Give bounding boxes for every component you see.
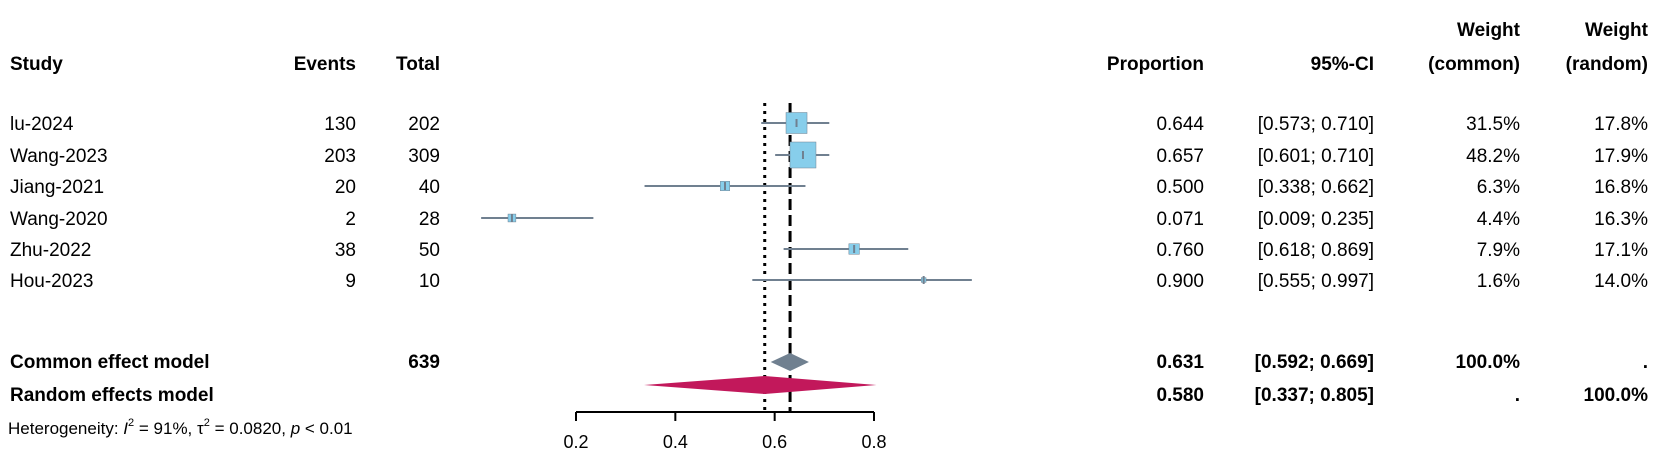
heterogeneity-tau2-value: = 0.0820, bbox=[210, 419, 291, 438]
table-row: Zhu-2022 38 50 0.760 [0.618; 0.869] 7.9% 17.1% bbox=[10, 240, 1648, 261]
study-total: 309 bbox=[408, 146, 440, 167]
heterogeneity-i2-value: = 91%, bbox=[134, 419, 197, 438]
header-ci: 95%-CI bbox=[1311, 54, 1374, 75]
summary-diamonds bbox=[644, 353, 877, 394]
study-weight-common: 1.6% bbox=[1477, 271, 1520, 292]
study-weight-random: 16.3% bbox=[1594, 209, 1648, 230]
header-weight-random-line1: Weight bbox=[1585, 20, 1649, 41]
study-ci: [0.338; 0.662] bbox=[1258, 177, 1374, 198]
study-events: 203 bbox=[324, 146, 356, 167]
heterogeneity-p-value: < 0.01 bbox=[300, 419, 352, 438]
study-ci: [0.573; 0.710] bbox=[1258, 114, 1374, 135]
common-model-weight-common: 100.0% bbox=[1456, 352, 1521, 373]
study-weight-random: 14.0% bbox=[1594, 271, 1648, 292]
study-proportion: 0.644 bbox=[1156, 114, 1204, 135]
study-name: Hou-2023 bbox=[10, 271, 93, 292]
study-weight-common: 4.4% bbox=[1477, 209, 1520, 230]
x-tick-label: 0.4 bbox=[663, 432, 688, 452]
header-study: Study bbox=[10, 54, 63, 75]
study-ci: [0.009; 0.235] bbox=[1258, 209, 1374, 230]
common-model-weight-random: . bbox=[1643, 352, 1648, 373]
study-total: 202 bbox=[408, 114, 440, 135]
study-total: 40 bbox=[419, 177, 440, 198]
common-effect-diamond bbox=[770, 353, 809, 371]
table-row: Hou-2023 9 10 0.900 [0.555; 0.997] 1.6% 14.0% bbox=[10, 271, 1648, 292]
study-mark bbox=[644, 181, 806, 191]
study-name: Zhu-2022 bbox=[10, 240, 91, 261]
header-weight-common-line2: (common) bbox=[1428, 54, 1520, 75]
heterogeneity-prefix: Heterogeneity: bbox=[8, 419, 123, 438]
study-events: 130 bbox=[324, 114, 356, 135]
study-events: 9 bbox=[345, 271, 356, 292]
study-marks bbox=[481, 112, 972, 284]
common-model-label: Common effect model bbox=[10, 352, 210, 373]
random-effects-diamond bbox=[644, 376, 877, 394]
study-proportion: 0.500 bbox=[1156, 177, 1204, 198]
study-mark bbox=[775, 141, 830, 169]
random-model-ci: [0.337; 0.805] bbox=[1255, 385, 1374, 406]
common-model-total: 639 bbox=[408, 352, 440, 373]
x-tick-label: 0.2 bbox=[563, 432, 588, 452]
random-model-label: Random effects model bbox=[10, 385, 214, 406]
study-weight-common: 6.3% bbox=[1477, 177, 1520, 198]
study-ci: [0.601; 0.710] bbox=[1258, 146, 1374, 167]
study-proportion: 0.657 bbox=[1156, 146, 1204, 167]
study-events: 38 bbox=[335, 240, 356, 261]
study-mark bbox=[752, 276, 972, 284]
table-row: Jiang-2021 20 40 0.500 [0.338; 0.662] 6.3% 16.… bbox=[10, 177, 1648, 198]
study-ci: [0.555; 0.997] bbox=[1258, 271, 1374, 292]
header-weight-common-line1: Weight bbox=[1457, 20, 1521, 41]
study-events: 2 bbox=[345, 209, 356, 230]
study-events: 20 bbox=[335, 177, 356, 198]
x-axis: 0.2 0.4 0.6 0.8 bbox=[563, 411, 887, 452]
study-total: 50 bbox=[419, 240, 440, 261]
study-name: Jiang-2021 bbox=[10, 177, 104, 198]
study-name: Wang-2023 bbox=[10, 146, 108, 167]
random-model-weight-random: 100.0% bbox=[1584, 385, 1649, 406]
random-model-weight-common: . bbox=[1515, 385, 1520, 406]
x-tick-label: 0.8 bbox=[861, 432, 886, 452]
study-weight-random: 17.9% bbox=[1594, 146, 1648, 167]
random-model-proportion: 0.580 bbox=[1156, 385, 1204, 406]
study-mark bbox=[761, 112, 830, 134]
common-model-proportion: 0.631 bbox=[1156, 352, 1204, 373]
x-tick-label: 0.6 bbox=[762, 432, 787, 452]
study-weight-common: 31.5% bbox=[1466, 114, 1520, 135]
heterogeneity-text: Heterogeneity: I2 = 91%, τ2 = 0.0820, p … bbox=[8, 417, 353, 438]
study-total: 28 bbox=[419, 209, 440, 230]
table-row: Wang-2023 203 309 0.657 [0.601; 0.710] 48.2% 1… bbox=[10, 146, 1648, 167]
study-name: lu-2024 bbox=[10, 114, 74, 135]
header-events: Events bbox=[294, 54, 356, 75]
heterogeneity-tau2-symbol: τ bbox=[197, 419, 204, 438]
table-row: Wang-2020 2 28 0.071 [0.009; 0.235] 4.4% 16.3% bbox=[10, 209, 1648, 230]
study-rows: lu-2024 130 202 0.644 [0.573; 0.710] 31.5% 17.… bbox=[10, 114, 1648, 292]
study-mark bbox=[783, 243, 909, 255]
study-ci: [0.618; 0.869] bbox=[1258, 240, 1374, 261]
table-row: lu-2024 130 202 0.644 [0.573; 0.710] 31.5% 17.… bbox=[10, 114, 1648, 135]
header-total: Total bbox=[396, 54, 440, 75]
study-proportion: 0.900 bbox=[1156, 271, 1204, 292]
study-weight-random: 17.8% bbox=[1594, 114, 1648, 135]
heterogeneity-p-symbol: p bbox=[290, 419, 300, 438]
header-proportion: Proportion bbox=[1107, 54, 1204, 75]
study-name: Wang-2020 bbox=[10, 209, 108, 230]
study-weight-common: 48.2% bbox=[1466, 146, 1520, 167]
header-weight-random-line2: (random) bbox=[1566, 54, 1648, 75]
common-model-ci: [0.592; 0.669] bbox=[1255, 352, 1374, 373]
heterogeneity-i2-symbol: I bbox=[123, 419, 128, 438]
study-weight-random: 17.1% bbox=[1594, 240, 1648, 261]
study-proportion: 0.760 bbox=[1156, 240, 1204, 261]
study-proportion: 0.071 bbox=[1156, 209, 1204, 230]
study-weight-common: 7.9% bbox=[1477, 240, 1520, 261]
study-total: 10 bbox=[419, 271, 440, 292]
study-weight-random: 16.8% bbox=[1594, 177, 1648, 198]
study-mark bbox=[481, 213, 594, 223]
